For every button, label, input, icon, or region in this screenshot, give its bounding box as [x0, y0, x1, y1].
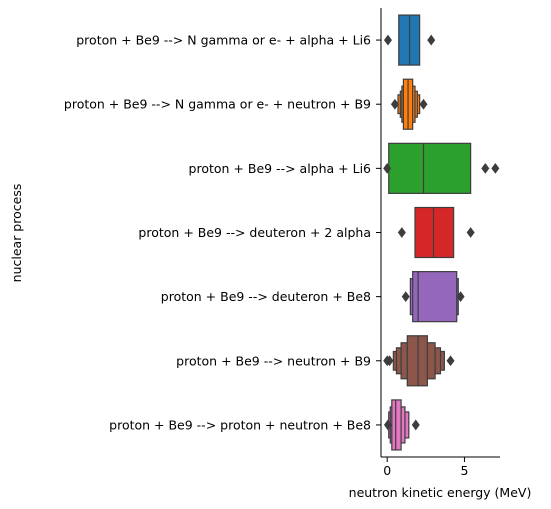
outlier-marker	[401, 291, 410, 303]
y-tick-label: proton + Be9 --> deuteron + 2 alpha	[138, 225, 371, 240]
outlier-marker	[383, 34, 392, 46]
x-axis-label: neutron kinetic energy (MeV)	[349, 485, 532, 500]
boxen-box	[391, 399, 402, 451]
outlier-marker	[419, 98, 428, 110]
outlier-marker	[466, 227, 475, 238]
series-1	[383, 14, 436, 66]
boxen-box	[412, 271, 458, 323]
x-tick-label: 5	[460, 463, 468, 478]
outlier-marker	[481, 162, 490, 174]
series-7	[383, 399, 420, 451]
outlier-marker	[411, 419, 420, 431]
outlier-marker	[397, 227, 406, 238]
x-tick-label: 0	[383, 463, 391, 478]
y-axis: proton + Be9 --> N gamma or e- + alpha +…	[64, 8, 382, 457]
outlier-marker	[390, 98, 399, 110]
outlier-marker	[385, 355, 394, 367]
boxen-box	[388, 142, 472, 194]
outlier-marker	[456, 291, 465, 303]
boxen-box	[406, 335, 428, 387]
outlier-marker	[491, 162, 500, 174]
outlier-marker	[446, 355, 455, 367]
outlier-marker	[383, 419, 392, 431]
boxen-box	[414, 206, 455, 259]
series-3	[383, 142, 500, 194]
series-2	[390, 78, 428, 130]
series-5	[401, 271, 465, 323]
series-6	[383, 335, 455, 387]
y-tick-label: proton + Be9 --> alpha + Li6	[189, 161, 372, 176]
y-tick-label: proton + Be9 --> N gamma or e- + neutron…	[64, 97, 371, 112]
series-4	[397, 206, 475, 259]
y-tick-label: proton + Be9 --> neutron + B9	[176, 353, 371, 368]
outlier-marker	[383, 162, 392, 174]
outlier-marker	[427, 34, 436, 46]
y-tick-label: proton + Be9 --> deuteron + Be8	[161, 289, 371, 304]
y-tick-label: proton + Be9 --> N gamma or e- + alpha +…	[76, 33, 371, 48]
plot-area	[383, 14, 500, 451]
y-tick-label: proton + Be9 --> proton + neutron + Be8	[109, 417, 371, 432]
y-axis-label: nuclear process	[9, 184, 24, 283]
